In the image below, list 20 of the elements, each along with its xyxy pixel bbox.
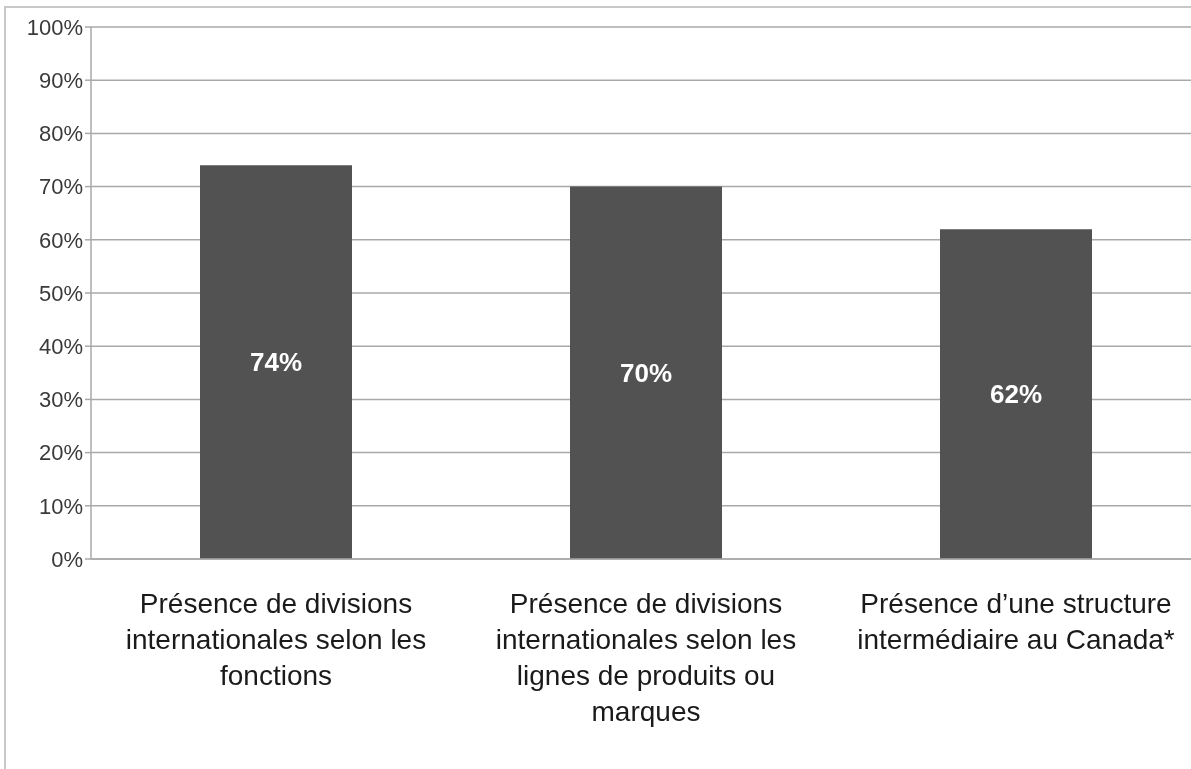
y-tick-label: 80% <box>38 121 83 147</box>
y-tick-label: 90% <box>38 68 83 94</box>
x-tick-label: Présence d’une structure intermédiaire au Canada* <box>857 588 1175 655</box>
y-tick-label: 10% <box>38 493 83 519</box>
y-tick-label: 70% <box>38 174 83 200</box>
x-tick-label: Présence de divisions internationales selon les fonctions <box>125 588 427 691</box>
y-tick-label: 50% <box>38 280 83 306</box>
y-tick-label: 30% <box>38 387 83 413</box>
y-tick-label: 60% <box>38 227 83 253</box>
data-label: 62% <box>989 379 1043 410</box>
bar <box>940 229 1092 559</box>
data-label: 70% <box>619 358 673 389</box>
y-tick-label: 40% <box>38 334 83 360</box>
y-tick-label: 0% <box>51 546 83 572</box>
bar <box>200 165 352 559</box>
y-tick-label: 20% <box>38 440 83 466</box>
y-tick-label: 100% <box>26 14 83 40</box>
data-label: 74% <box>249 347 303 378</box>
bar <box>570 186 722 559</box>
x-tick-label: Présence de divisions internationales selon les lignes de produits ou marques <box>495 588 797 727</box>
